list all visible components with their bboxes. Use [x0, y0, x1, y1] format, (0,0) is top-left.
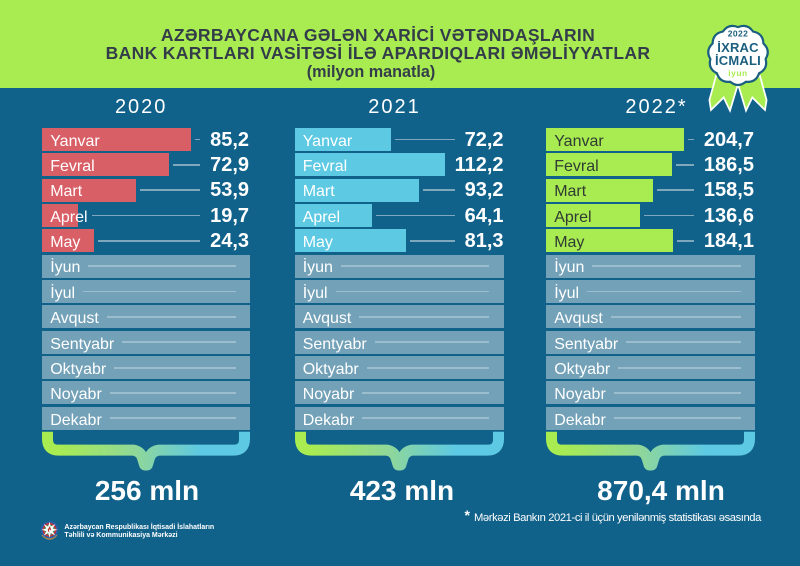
svg-text:2022: 2022 [728, 29, 749, 39]
svg-text:İCMALI: İCMALI [715, 53, 761, 68]
svg-text:iyun: iyun [728, 68, 747, 78]
svg-text:İXRAC: İXRAC [717, 40, 759, 55]
